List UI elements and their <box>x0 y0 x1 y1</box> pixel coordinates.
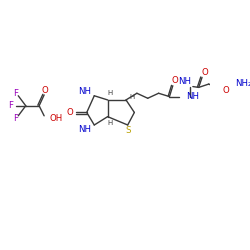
Text: O: O <box>171 76 178 85</box>
Text: NH: NH <box>78 87 91 96</box>
Text: H: H <box>129 94 134 100</box>
Text: O: O <box>201 68 208 77</box>
Text: F: F <box>13 114 18 123</box>
Text: OH: OH <box>50 114 63 123</box>
Text: NH: NH <box>186 92 199 101</box>
Text: NH₂: NH₂ <box>236 79 250 88</box>
Text: H: H <box>108 90 113 96</box>
Text: F: F <box>8 101 13 110</box>
Text: NH: NH <box>178 77 191 86</box>
Text: O: O <box>67 108 73 117</box>
Text: NH: NH <box>78 125 91 134</box>
Text: O: O <box>42 86 48 95</box>
Text: S: S <box>126 126 131 135</box>
Text: F: F <box>13 89 18 98</box>
Text: O: O <box>222 86 229 95</box>
Text: H: H <box>108 120 113 126</box>
